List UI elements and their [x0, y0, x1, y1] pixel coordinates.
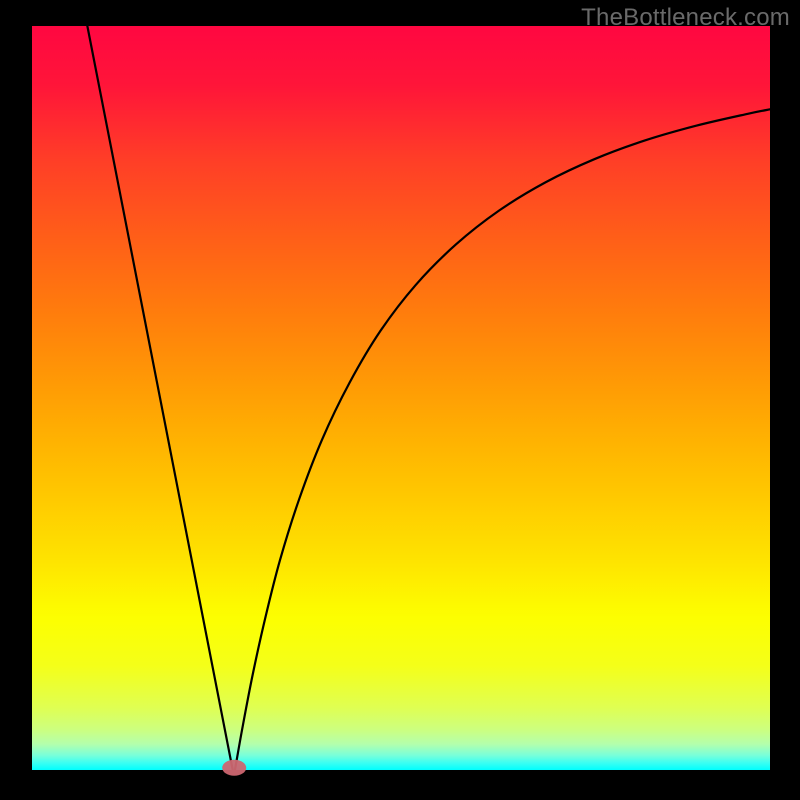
bottleneck-curve-layer — [0, 0, 800, 800]
watermark-text: TheBottleneck.com — [581, 4, 790, 32]
curve-left-branch — [87, 26, 232, 770]
chart-stage: TheBottleneck.com — [0, 0, 800, 800]
curve-right-branch — [235, 109, 770, 770]
minimum-marker — [222, 760, 246, 776]
